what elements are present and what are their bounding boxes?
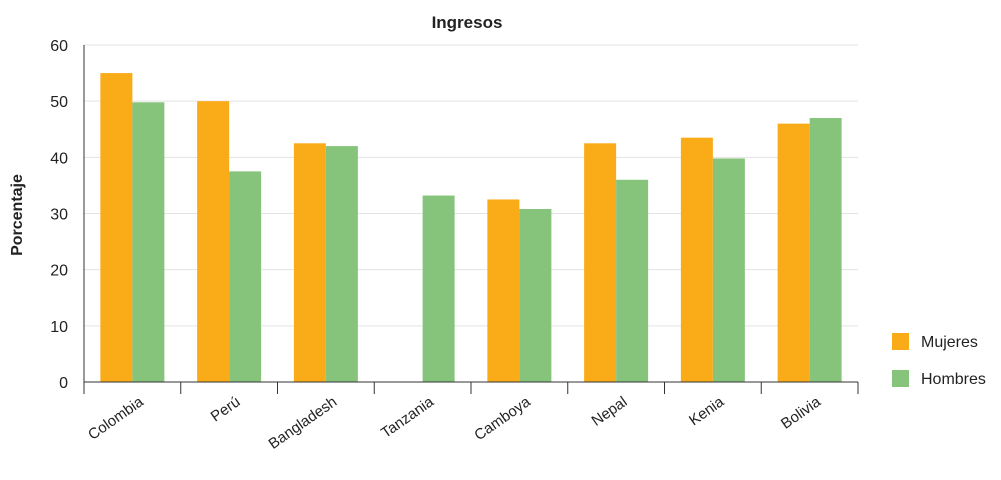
x-tick-label: Camboya bbox=[471, 393, 534, 444]
bar-hombres-1 bbox=[229, 171, 262, 382]
y-tick-label: 40 bbox=[50, 150, 68, 167]
bar-mujeres-7 bbox=[777, 123, 810, 382]
bars bbox=[100, 73, 842, 383]
y-tick-label: 20 bbox=[50, 263, 68, 280]
legend-label-hombres: Hombres bbox=[921, 371, 986, 388]
bar-hombres-7 bbox=[809, 118, 842, 383]
y-axis-label: Porcentaje bbox=[9, 174, 26, 256]
x-tick-label: Kenia bbox=[686, 393, 728, 429]
bar-mujeres-5 bbox=[584, 143, 617, 382]
bar-hombres-6 bbox=[712, 158, 745, 382]
y-tick-label: 60 bbox=[50, 38, 68, 55]
legend-swatch-mujeres bbox=[892, 333, 909, 350]
x-tick-label: Perú bbox=[208, 393, 244, 425]
bar-hombres-5 bbox=[616, 179, 649, 382]
bar-mujeres-0 bbox=[100, 73, 133, 382]
bar-mujeres-6 bbox=[680, 137, 713, 382]
y-tick-label: 30 bbox=[50, 207, 68, 224]
bar-hombres-4 bbox=[519, 209, 552, 382]
y-tick-label: 50 bbox=[50, 94, 68, 111]
x-tick-label: Bolivia bbox=[778, 393, 824, 433]
x-axis-ticks: Colombia Perú Bangladesh Tanzania Camboya Nep… bbox=[85, 393, 824, 453]
chart-title: Ingresos bbox=[432, 13, 503, 32]
bar-hombres-2 bbox=[325, 146, 358, 382]
x-tick-label: Tanzania bbox=[378, 393, 437, 442]
y-tick-label: 0 bbox=[59, 375, 68, 392]
bar-mujeres-1 bbox=[197, 101, 230, 383]
legend-label-mujeres: Mujeres bbox=[921, 334, 978, 351]
bar-hombres-3 bbox=[422, 195, 455, 382]
axes bbox=[83, 45, 859, 394]
legend: Mujeres Hombres bbox=[892, 333, 986, 388]
x-tick-label: Colombia bbox=[85, 393, 147, 444]
x-tick-label: Nepal bbox=[589, 393, 631, 429]
bar-mujeres-4 bbox=[487, 199, 520, 382]
x-tick-label: Bangladesh bbox=[266, 393, 341, 452]
legend-swatch-hombres bbox=[892, 370, 909, 387]
bar-mujeres-2 bbox=[293, 143, 326, 382]
y-axis-ticks: 0 10 20 30 40 50 60 bbox=[50, 38, 68, 392]
bar-hombres-0 bbox=[132, 102, 165, 382]
y-tick-label: 10 bbox=[50, 319, 68, 336]
